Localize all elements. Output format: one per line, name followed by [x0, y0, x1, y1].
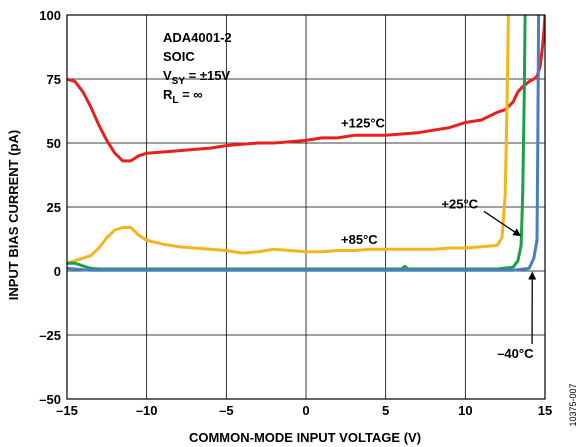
x-tick-label: –5	[219, 403, 233, 418]
x-tick-label: –10	[136, 403, 158, 418]
plot-frame	[66, 14, 546, 400]
annotations: +125°C +85°C +25°C –40°C	[341, 116, 537, 361]
supply-subscript: SY	[172, 76, 186, 87]
load-resistance: RL = ∞	[163, 87, 203, 106]
x-tick-label: 0	[302, 403, 309, 418]
series-lines	[67, 15, 545, 272]
series-annotation: +25°C	[441, 196, 478, 211]
series-line	[67, 15, 510, 265]
x-tick-label: 15	[538, 403, 552, 418]
series-line	[67, 15, 541, 272]
y-tick-label: 25	[47, 200, 61, 215]
y-tick-label: 0	[54, 264, 61, 279]
annotation-arrow	[483, 210, 522, 237]
x-tick-labels: –15 –10 –5 0 5 10 15	[56, 403, 552, 418]
y-tick-labels: –50 –25 0 25 50 75 100	[39, 8, 61, 407]
supply-voltage: VSY = ±15V	[163, 68, 230, 87]
y-tick-label: –50	[39, 392, 61, 407]
y-tick-label: 50	[47, 136, 61, 151]
part-number: ADA4001-2	[163, 30, 232, 45]
series-annotation: –40°C	[497, 346, 534, 361]
x-tick-label: 5	[382, 403, 389, 418]
x-tick-label: –15	[56, 403, 78, 418]
y-tick-label: –25	[39, 328, 61, 343]
y-tick-label: 100	[39, 8, 61, 23]
y-tick-label: 75	[47, 72, 61, 87]
y-axis-label: INPUT BIAS CURRENT (pA)	[6, 130, 21, 300]
series-line	[67, 15, 545, 163]
figure-id: 10375-007	[568, 383, 578, 426]
supply-value: = ±15V	[185, 68, 230, 83]
conditions-box: ADA4001-2 SOIC VSY = ±15V RL = ∞	[163, 30, 232, 106]
series-annotation: +85°C	[341, 232, 378, 247]
x-axis-label: COMMON-MODE INPUT VOLTAGE (V)	[189, 430, 421, 445]
load-value: = ∞	[179, 87, 203, 102]
package-label: SOIC	[163, 49, 195, 64]
series-annotation: +125°C	[341, 116, 385, 131]
x-tick-label: 10	[458, 403, 472, 418]
load-subscript: L	[172, 95, 178, 106]
